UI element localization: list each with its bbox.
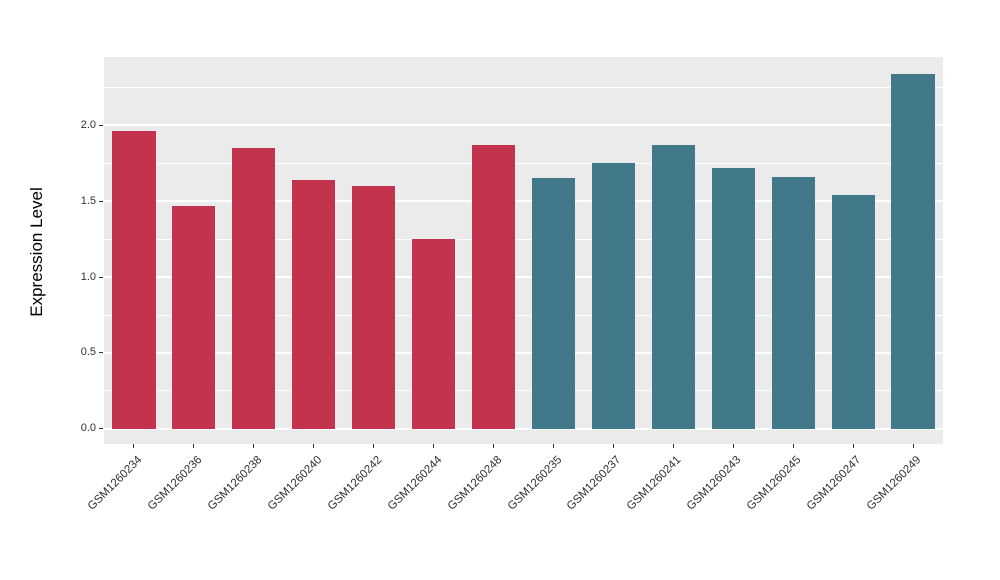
y-axis-title: Expression Level — [27, 187, 46, 317]
x-tick-mark — [373, 444, 375, 448]
bar-GSM1260237 — [591, 163, 635, 429]
x-tick-label-GSM1260248: GSM1260248 — [445, 454, 505, 513]
bar-GSM1260235 — [531, 178, 576, 429]
x-tick-mark — [912, 444, 914, 448]
bar-GSM1260240 — [292, 179, 336, 429]
gridline-major — [104, 351, 943, 354]
gridline-minor — [104, 86, 943, 88]
gridline-minor — [104, 238, 943, 240]
x-tick-mark — [493, 444, 495, 448]
y-tick-mark — [99, 352, 103, 354]
x-tick-label-GSM1260237: GSM1260237 — [565, 454, 624, 513]
x-tick-mark — [852, 444, 854, 448]
x-axis: GSM1260234 GSM1260236 GSM1260238 GSM1260240… — [86, 444, 943, 580]
x-tick-mark — [612, 444, 614, 448]
y-tick-mark — [99, 276, 103, 278]
x-tick-label-GSM1260235: GSM1260235 — [505, 454, 564, 513]
bar-GSM1260243 — [711, 167, 755, 429]
x-tick-mark — [552, 444, 554, 448]
x-tick-label-GSM1260238: GSM1260238 — [205, 454, 265, 513]
plot-panel — [104, 57, 943, 444]
x-tick-mark — [193, 444, 195, 448]
bar-GSM1260244 — [412, 239, 456, 429]
bar-GSM1260245 — [771, 176, 815, 429]
bar-GSM1260241 — [651, 145, 695, 429]
x-tick-label-GSM1260242: GSM1260242 — [325, 454, 385, 513]
bar-GSM1260247 — [831, 195, 875, 429]
bar-GSM1260234 — [112, 131, 156, 429]
bar-GSM1260236 — [172, 205, 216, 429]
x-tick-label-GSM1260247: GSM1260247 — [804, 454, 864, 513]
y-tick-label: 1.0 — [80, 270, 96, 283]
y-tick-label: 0.0 — [80, 422, 96, 435]
x-tick-label-GSM1260249: GSM1260249 — [864, 454, 924, 513]
bar-GSM1260242 — [352, 186, 396, 429]
x-tick-mark — [433, 444, 435, 448]
x-tick-label-GSM1260241: GSM1260241 — [625, 454, 684, 513]
x-tick-label-GSM1260236: GSM1260236 — [145, 454, 205, 513]
y-tick-label: 1.5 — [80, 194, 96, 207]
x-tick-label-GSM1260240: GSM1260240 — [265, 454, 325, 513]
x-tick-mark — [792, 444, 794, 448]
gridline-major — [104, 124, 943, 127]
x-tick-mark — [732, 444, 734, 448]
y-tick-mark — [99, 428, 103, 430]
gridline-major — [104, 427, 943, 430]
gridline-major — [104, 200, 943, 203]
y-tick-mark — [99, 124, 103, 126]
bar-GSM1260238 — [232, 148, 276, 429]
gridline-minor — [104, 314, 943, 316]
x-tick-mark — [133, 444, 135, 448]
bar-GSM1260249 — [891, 73, 935, 429]
y-tick-label: 0.5 — [80, 346, 96, 359]
gridline-major — [104, 276, 943, 279]
x-tick-label-GSM1260234: GSM1260234 — [85, 454, 145, 513]
gridline-minor — [104, 162, 943, 164]
x-tick-mark — [253, 444, 255, 448]
x-tick-mark — [313, 444, 315, 448]
x-tick-label-GSM1260245: GSM1260245 — [745, 454, 804, 513]
bar-GSM1260248 — [471, 145, 516, 429]
y-tick-label: 2.0 — [80, 118, 96, 131]
x-tick-label-GSM1260243: GSM1260243 — [685, 454, 744, 513]
x-tick-mark — [672, 444, 674, 448]
x-tick-label-GSM1260244: GSM1260244 — [385, 454, 445, 513]
y-tick-mark — [99, 200, 103, 202]
gridline-minor — [104, 390, 943, 392]
